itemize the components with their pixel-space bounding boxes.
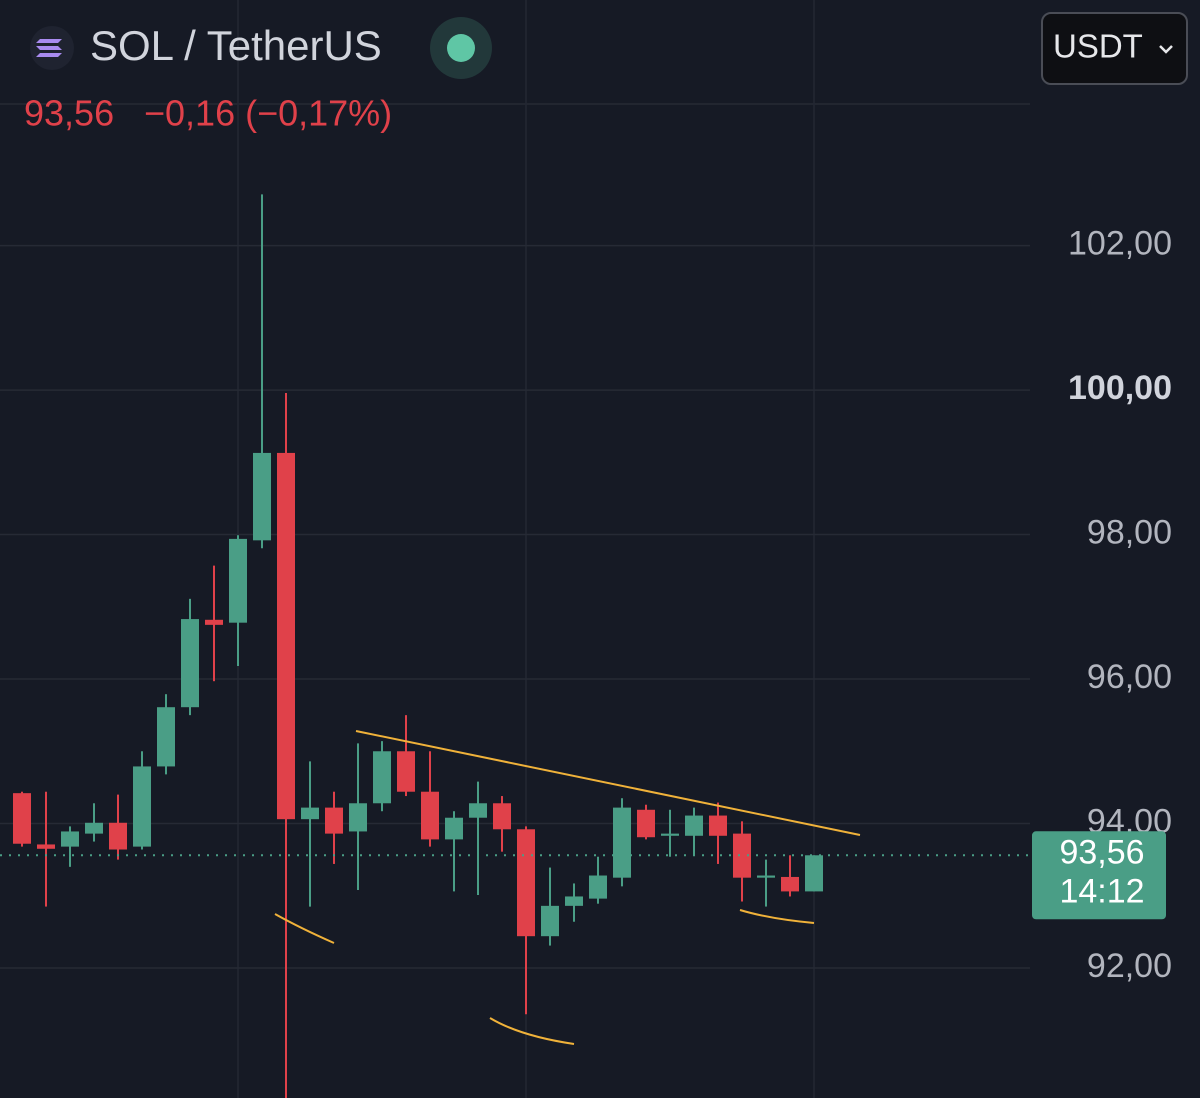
y-tick-label: 102,00 <box>1068 225 1172 263</box>
candle-body <box>253 452 271 541</box>
candle-body <box>421 791 439 840</box>
price-change: −0,16 (−0,17%) <box>144 93 392 134</box>
candle-body <box>61 831 79 847</box>
candle-body <box>589 875 607 899</box>
candle-body <box>781 876 799 892</box>
candle-body <box>325 807 343 834</box>
candle-body <box>805 855 823 892</box>
grid <box>0 244 1030 969</box>
candle-body <box>373 751 391 804</box>
candle-body <box>757 875 775 878</box>
candle-body <box>157 707 175 767</box>
y-tick-label: 96,00 <box>1087 658 1172 696</box>
candle-body <box>541 905 559 937</box>
candle-body <box>85 822 103 834</box>
candle-body <box>517 829 535 937</box>
header: SOL / TetherUS 93,56 −0,16 (−0,17%) USDT <box>24 12 1188 134</box>
y-tick-label: 92,00 <box>1087 947 1172 985</box>
y-tick-label: 100,00 <box>1068 369 1172 407</box>
price-tag-value: 93,56 <box>1059 833 1144 871</box>
candle-body <box>205 619 223 625</box>
candle-body <box>109 822 127 850</box>
trendline <box>739 909 815 924</box>
trendline <box>355 730 861 836</box>
chevron[interactable] <box>1159 45 1173 54</box>
logo-mark <box>36 39 62 57</box>
price-tag-countdown: 14:12 <box>1059 872 1144 910</box>
y-tick-label: 98,00 <box>1087 514 1172 552</box>
candle-body <box>613 807 631 878</box>
currency[interactable]: USDT <box>1053 28 1143 65</box>
candle-body <box>661 833 679 836</box>
currency-button[interactable] <box>1041 12 1188 85</box>
candle-body <box>301 807 319 820</box>
candle-body <box>733 833 751 878</box>
candles <box>13 194 823 1098</box>
candle-body <box>493 803 511 830</box>
trendline <box>489 1017 575 1045</box>
last-price: 93,56 <box>24 93 114 134</box>
candle-body <box>565 896 583 906</box>
trendline <box>274 913 335 944</box>
price-tag <box>1032 831 1166 920</box>
candle-body <box>349 803 367 832</box>
candle-body <box>709 815 727 836</box>
candle-body <box>277 452 295 820</box>
candle-body <box>13 793 31 844</box>
candle-body <box>685 815 703 836</box>
candle-body <box>37 844 55 849</box>
candle-body <box>397 751 415 792</box>
trendlines <box>274 730 861 1045</box>
candle-body <box>469 803 487 818</box>
candle-body <box>637 809 655 838</box>
candle-body <box>181 619 199 708</box>
status-dot <box>447 34 475 62</box>
candle-body <box>445 817 463 840</box>
candle-body <box>133 766 151 847</box>
candle-body <box>229 538 247 623</box>
title: SOL / TetherUS <box>90 22 382 69</box>
